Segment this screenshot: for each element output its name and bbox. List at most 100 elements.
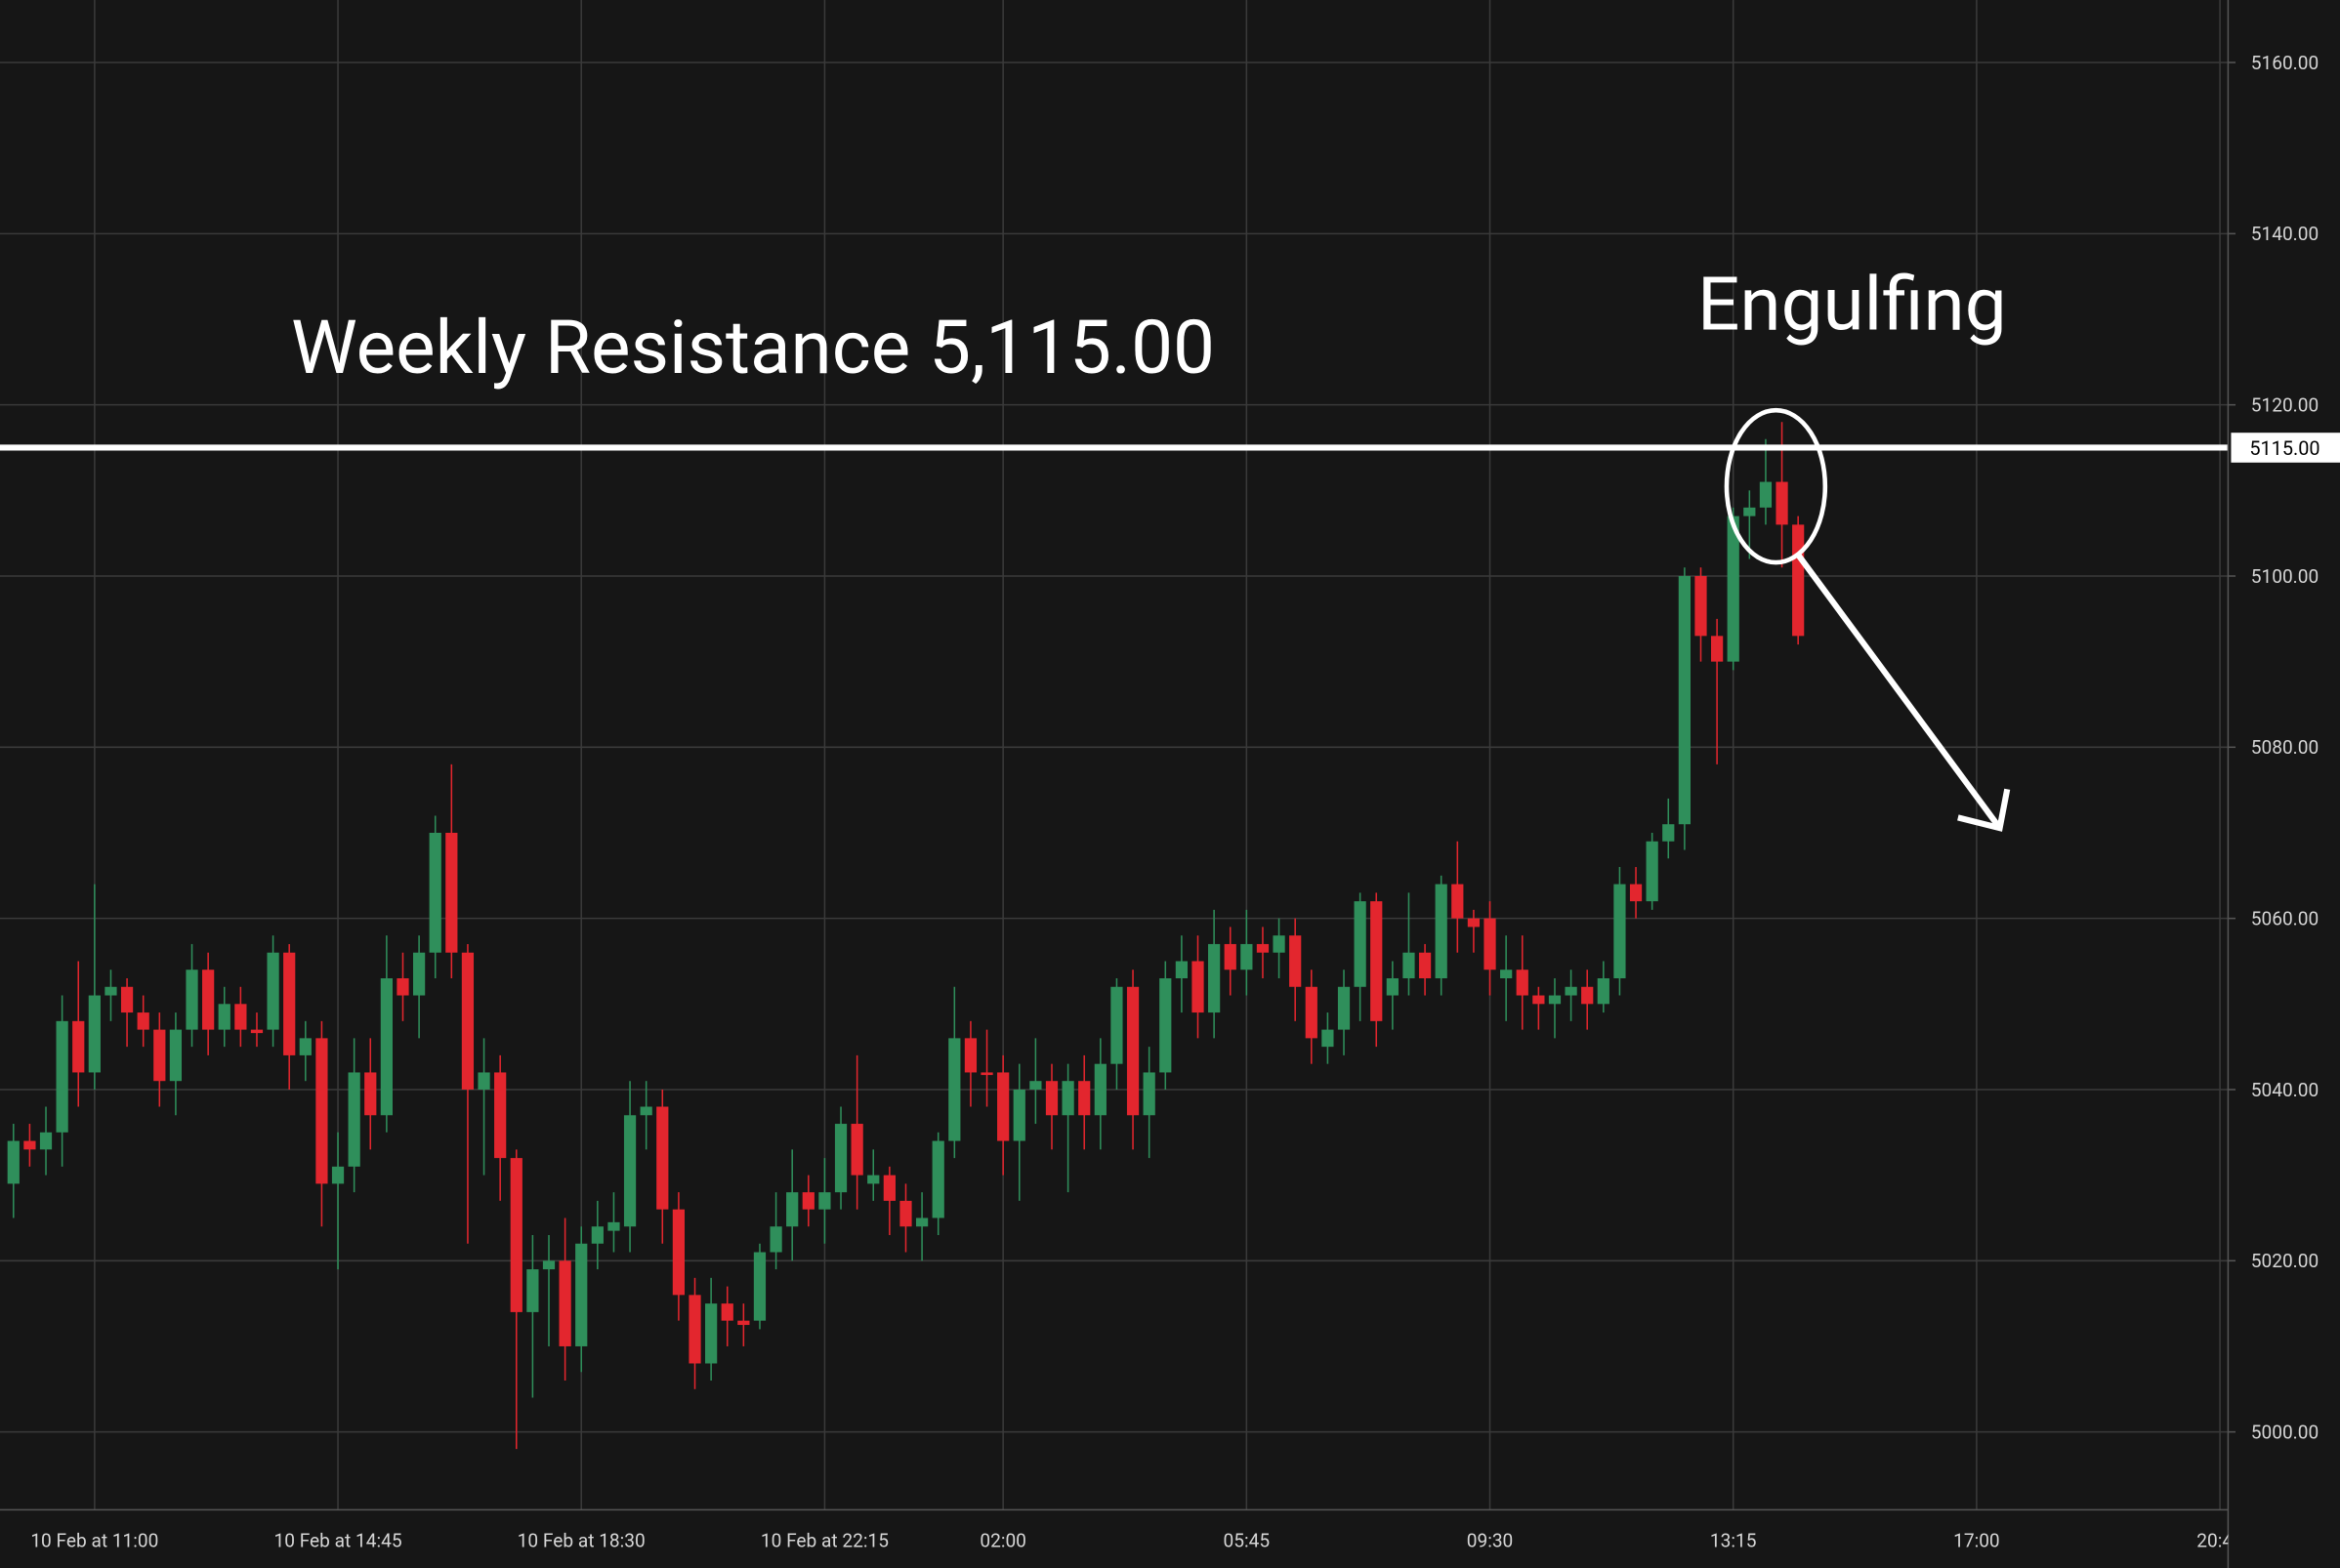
annotation: Weekly Resistance 5,115.00 <box>291 304 1215 392</box>
candle-body <box>753 1252 767 1321</box>
arrow-shaft <box>1795 553 2003 830</box>
candle-body <box>786 1192 799 1227</box>
candle-body <box>331 1166 345 1184</box>
candle-body <box>1694 575 1707 637</box>
x-tick-label: 02:00 <box>980 1530 1026 1552</box>
candle-body <box>315 1038 328 1184</box>
candle-body <box>623 1115 637 1227</box>
y-tick-label: 5140.00 <box>2251 223 2319 245</box>
x-tick-label: 10 Feb at 22:15 <box>761 1530 889 1552</box>
candle-body <box>23 1140 36 1150</box>
candle-body <box>1191 961 1204 1013</box>
candle-body <box>494 1072 507 1159</box>
candle-body <box>705 1303 718 1364</box>
candle-body <box>56 1020 68 1133</box>
y-tick-label: 5040.00 <box>2251 1079 2319 1101</box>
candle-body <box>1321 1029 1334 1048</box>
candle-body <box>932 1140 944 1218</box>
candle-body <box>867 1175 880 1184</box>
x-axis-labels: 10 Feb at 11:00 10 Feb at 14:45 10 Feb at … <box>30 1530 2243 1552</box>
overlay: Weekly Resistance 5,115.00 Engulfing <box>291 261 2011 832</box>
y-tick-label: 5060.00 <box>2251 908 2319 930</box>
x-tick-label: 20:45 <box>2196 1530 2243 1552</box>
candle-body <box>1159 978 1172 1073</box>
candle-body <box>1451 884 1464 919</box>
candle-body <box>1743 507 1756 516</box>
grid <box>0 0 2229 1510</box>
axes: 5000.00 5020.00 5040.00 5060.00 5080.00 5100.… <box>2228 52 2340 1444</box>
resistance-label-box <box>2231 433 2340 463</box>
x-tick-label: 10 Feb at 14:45 <box>274 1530 402 1552</box>
y-tick-label: 5020.00 <box>2251 1250 2319 1272</box>
x-tick-label: 09:30 <box>1467 1530 1514 1552</box>
y-tick-label: 5080.00 <box>2251 736 2319 759</box>
candle-body <box>1467 918 1481 928</box>
candle-body <box>1337 986 1351 1030</box>
y-tick-label: 5160.00 <box>2251 52 2319 74</box>
candle-body <box>1354 901 1366 987</box>
candle-body <box>88 995 101 1073</box>
candle-body <box>802 1192 815 1210</box>
x-tick-label: 05:45 <box>1224 1530 1271 1552</box>
candles <box>0 422 2229 1450</box>
candle-body <box>1126 986 1140 1116</box>
candle-body <box>656 1106 669 1210</box>
candle-body <box>153 1029 166 1082</box>
candle-body <box>39 1132 53 1150</box>
candle-body <box>397 978 409 996</box>
candle-body <box>1078 1081 1091 1116</box>
candle-body <box>1565 986 1577 996</box>
candle-body <box>1256 943 1270 953</box>
candle-body <box>997 1072 1010 1141</box>
candle-body <box>689 1295 701 1364</box>
candle-body <box>834 1124 848 1193</box>
candle-body <box>1516 970 1528 996</box>
candle-body <box>575 1243 588 1346</box>
candle-body <box>1094 1063 1107 1116</box>
candle-body <box>640 1106 652 1116</box>
candle-body <box>1305 986 1317 1039</box>
candle-body <box>250 1029 264 1034</box>
candle-body <box>559 1260 571 1346</box>
candle-body <box>1759 481 1773 508</box>
candle-body <box>721 1303 733 1321</box>
annotation: Engulfing <box>1697 261 2007 349</box>
candle-body <box>1678 575 1691 825</box>
candle-body <box>461 952 475 1090</box>
candle-body <box>348 1072 360 1167</box>
candle-body <box>964 1038 978 1073</box>
y-tick-label: 5000.00 <box>2251 1422 2319 1444</box>
candle-body <box>445 832 458 953</box>
candle-body <box>1402 952 1415 979</box>
candle-body <box>526 1269 539 1312</box>
x-tick-label: 13:15 <box>1710 1530 1757 1552</box>
candle-body <box>1029 1081 1042 1090</box>
candle-body <box>1175 961 1189 979</box>
candle-body <box>1208 943 1221 1013</box>
candle-body <box>1597 978 1609 1005</box>
candle-body <box>1289 935 1302 987</box>
candle-body <box>981 1072 993 1076</box>
x-tick-label: 10 Feb at 11:00 <box>30 1530 158 1552</box>
candle-body <box>591 1226 604 1244</box>
candle-body <box>1224 943 1236 970</box>
highlight-ellipse <box>1724 407 1828 565</box>
candle-body <box>1435 884 1447 979</box>
candle-body <box>1613 884 1626 979</box>
candle-body <box>607 1221 620 1231</box>
x-tick-label: 10 Feb at 18:30 <box>518 1530 646 1552</box>
candle-body <box>510 1158 522 1312</box>
candle-body <box>1776 481 1788 525</box>
candle-body <box>478 1072 490 1090</box>
candle-body <box>380 978 393 1116</box>
candle-body <box>899 1200 912 1227</box>
candle-body <box>169 1029 183 1082</box>
candle-body <box>137 1012 149 1030</box>
candle-body <box>186 970 198 1030</box>
candle-body <box>1500 970 1513 979</box>
candle-body <box>1062 1081 1074 1116</box>
candle-body <box>1483 918 1496 970</box>
candle-body <box>1386 978 1399 996</box>
